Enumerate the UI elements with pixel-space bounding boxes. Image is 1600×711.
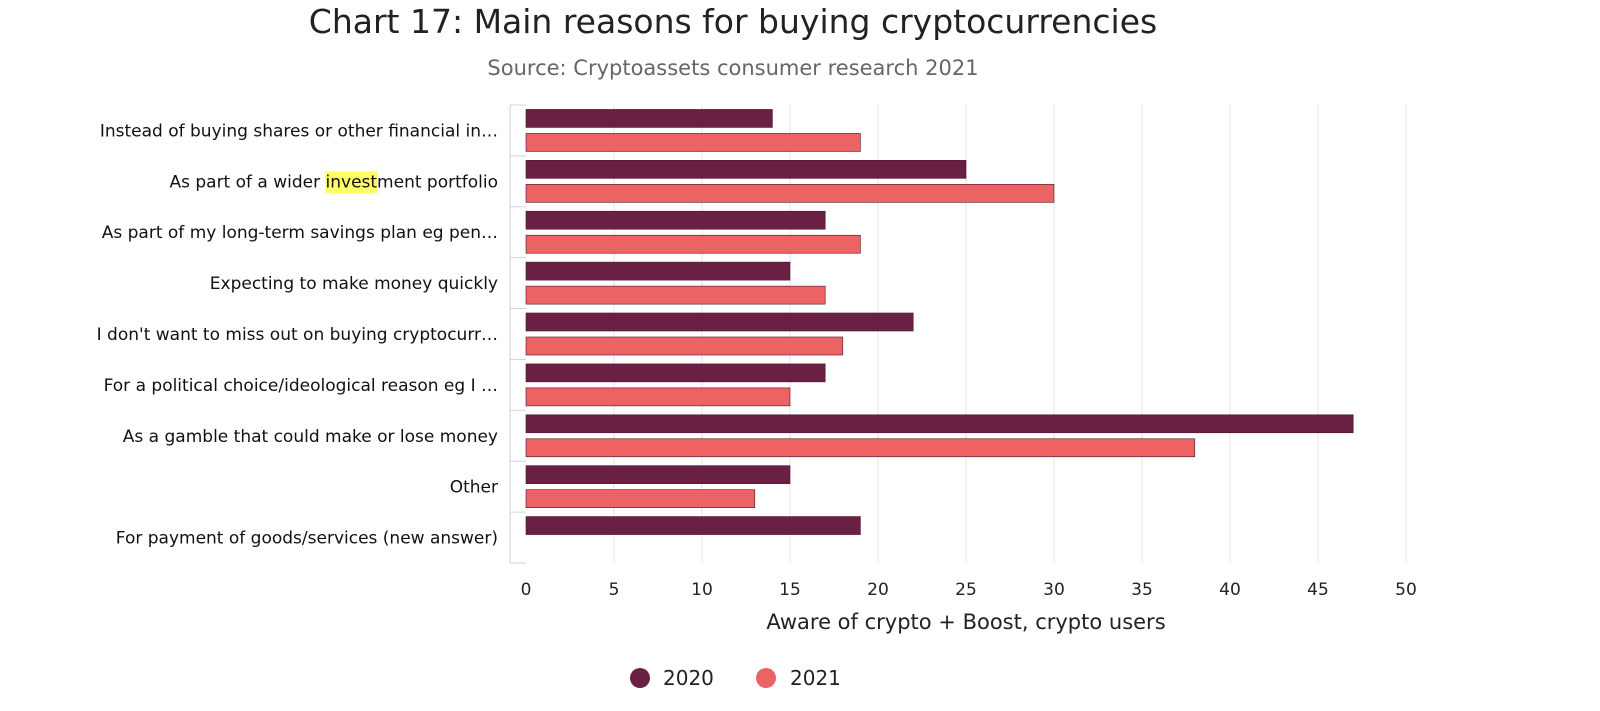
x-tick-label: 20 xyxy=(867,580,889,600)
bar-2021-1[interactable] xyxy=(525,184,1055,203)
search-highlight xyxy=(325,171,378,194)
bar-2021-4[interactable] xyxy=(525,336,844,356)
bar-2020-7[interactable] xyxy=(525,465,791,484)
bar-2020-3[interactable] xyxy=(525,261,791,281)
bar-2020-0[interactable] xyxy=(525,109,773,128)
category-label: Other xyxy=(450,478,498,498)
chart-title: Chart 17: Main reasons for buying crypto… xyxy=(308,2,1158,41)
category-label: I don't want to miss out on buying crypt… xyxy=(97,325,498,345)
bar-2020-4[interactable] xyxy=(525,312,914,332)
category-label: For a political choice/ideological reaso… xyxy=(104,376,498,396)
legend-item-2020[interactable]: 2020 xyxy=(630,666,714,690)
bar-2020-6[interactable] xyxy=(525,414,1354,434)
x-tick-label: 0 xyxy=(521,580,532,600)
bar-2021-2[interactable] xyxy=(525,234,861,254)
x-tick-label: 25 xyxy=(955,580,977,600)
x-tick-label: 40 xyxy=(1219,580,1241,600)
grid-layer xyxy=(613,105,1407,563)
bar-2021-5[interactable] xyxy=(525,387,791,407)
x-tick-label: 30 xyxy=(1043,580,1065,600)
x-axis-title: Aware of crypto + Boost, crypto users xyxy=(766,610,1165,634)
category-label: As part of a wider investment portfolio xyxy=(169,172,498,192)
category-label: Instead of buying shares or other financ… xyxy=(100,121,498,141)
chart-subtitle: Source: Cryptoassets consumer research 2… xyxy=(487,56,979,80)
bar-2021-7[interactable] xyxy=(525,489,756,508)
bar-2021-3[interactable] xyxy=(525,285,826,305)
bars-layer xyxy=(525,109,1354,535)
bar-2021-6[interactable] xyxy=(525,438,1196,458)
x-tick-label: 5 xyxy=(609,580,620,600)
category-label: As part of my long-term savings plan eg … xyxy=(102,223,498,243)
legend-marker xyxy=(630,668,650,688)
category-label: For payment of goods/services (new answe… xyxy=(116,529,498,549)
x-tick-label: 35 xyxy=(1131,580,1153,600)
bar-2020-1[interactable] xyxy=(525,160,967,179)
x-tick-label: 15 xyxy=(779,580,801,600)
legend-marker xyxy=(756,668,776,688)
category-label: Expecting to make money quickly xyxy=(210,274,498,294)
legend-item-2021[interactable]: 2021 xyxy=(756,666,841,690)
labels-layer: 0 5 10 15 20 25 30 35 40 45 50 Instead of buying sh… xyxy=(97,121,1417,600)
bar-2020-8[interactable] xyxy=(525,516,861,535)
x-tick-label: 45 xyxy=(1307,580,1329,600)
legend-label: 2020 xyxy=(663,666,714,690)
bar-2021-0[interactable] xyxy=(525,133,861,152)
legend[interactable]: 2020 2021 xyxy=(630,666,841,690)
x-tick-label: 50 xyxy=(1395,580,1417,600)
axis-layer xyxy=(509,104,526,564)
bar-2020-5[interactable] xyxy=(525,363,826,383)
category-label: As a gamble that could make or lose mone… xyxy=(123,427,498,447)
bar-2020-2[interactable] xyxy=(525,210,826,230)
x-tick-label: 10 xyxy=(691,580,713,600)
legend-label: 2021 xyxy=(790,666,841,690)
